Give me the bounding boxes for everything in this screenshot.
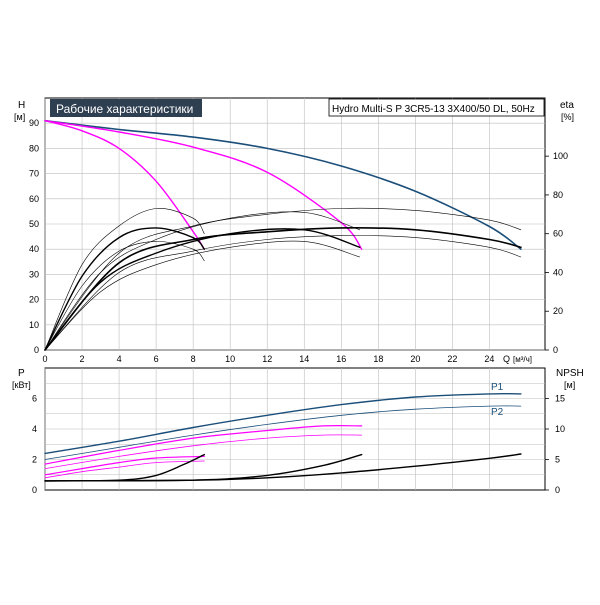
head-eta-series-line-7	[44, 211, 361, 351]
y2-tick-label: 80	[553, 190, 563, 200]
y-tick-label: 50	[29, 219, 39, 229]
power-npsh-series-line-1	[44, 405, 522, 460]
npsh-axis-label: NPSH	[556, 368, 584, 379]
npsh-tick-label: 0	[555, 485, 560, 495]
head-eta-series-line-6	[44, 207, 522, 351]
power-npsh-series-line-0	[44, 392, 522, 455]
power-npsh-series-line-3	[44, 434, 363, 469]
power-npsh-series-line-4	[44, 455, 205, 476]
head-eta-series-line-11	[44, 241, 205, 351]
lower-ticks: 0 2 4 6 0 5 10 15	[32, 394, 565, 496]
p-tick-label: 0	[32, 485, 37, 495]
upper-grid	[44, 98, 545, 351]
y-axis-label: H	[18, 100, 25, 111]
x-axis-unit: [м³/ч]	[513, 355, 532, 364]
y2-tick-label: 100	[553, 151, 568, 161]
p-tick-label: 4	[32, 424, 37, 434]
upper-ticks: 0 2 4 6 8 10 12 14 16 18 20 22 240102030405060708090…	[29, 118, 568, 364]
y-tick-label: 0	[34, 345, 39, 355]
p-axis-label: P	[18, 368, 25, 379]
power-npsh-series-line-5	[44, 460, 205, 479]
model-box	[328, 98, 545, 117]
p-tick-label: 6	[32, 394, 37, 404]
lower-series	[44, 392, 522, 482]
y-tick-label: 10	[29, 320, 39, 330]
model-label: Hydro Multi-S P 3CR5-13 3X400/50 DL, 50H…	[332, 104, 535, 115]
x-tick-label: 20	[410, 354, 420, 364]
y2-tick-label: 20	[553, 306, 563, 316]
head-eta-series-line-0	[44, 119, 522, 250]
power-npsh-series-line-2	[44, 424, 363, 465]
x-tick-label: 0	[42, 354, 47, 364]
p-tick-label: 2	[32, 455, 37, 465]
head-eta-series-line-2	[44, 120, 205, 250]
y2-tick-label: 60	[553, 229, 563, 239]
head-eta-series-line-5	[44, 227, 205, 351]
head-eta-series-line-8	[44, 208, 205, 351]
y-tick-label: 60	[29, 194, 39, 204]
npsh-axis-unit: [м]	[564, 380, 575, 390]
x-axis-label: Q	[503, 354, 510, 364]
x-tick-label: 8	[191, 354, 196, 364]
x-tick-label: 6	[154, 354, 159, 364]
y-tick-label: 90	[29, 118, 39, 128]
head-eta-series-line-9	[44, 235, 522, 351]
x-tick-label: 24	[484, 354, 494, 364]
npsh-tick-label: 10	[555, 424, 565, 434]
x-tick-label: 10	[225, 354, 235, 364]
power-npsh-series-line-8	[44, 453, 205, 482]
upper-series	[44, 119, 522, 351]
npsh-tick-label: 5	[555, 455, 560, 465]
title-box	[50, 99, 202, 117]
y-tick-label: 80	[29, 143, 39, 153]
x-tick-label: 22	[447, 354, 457, 364]
y2-tick-label: 0	[553, 345, 558, 355]
y-tick-label: 20	[29, 295, 39, 305]
x-tick-label: 2	[80, 354, 85, 364]
x-tick-label: 4	[117, 354, 122, 364]
head-eta-series-line-3	[44, 226, 522, 351]
p1-series-label: P1	[491, 382, 504, 393]
x-tick-label: 16	[336, 354, 346, 364]
y-tick-label: 30	[29, 269, 39, 279]
y-tick-label: 70	[29, 169, 39, 179]
p-axis-unit: [кВт]	[12, 380, 31, 390]
head-eta-series-line-10	[44, 240, 361, 351]
npsh-tick-label: 15	[555, 394, 565, 404]
p2-series-label: P2	[491, 407, 504, 418]
x-tick-label: 14	[299, 354, 309, 364]
head-eta-series-line-4	[44, 228, 361, 351]
x-tick-label: 12	[262, 354, 272, 364]
y-tick-label: 40	[29, 244, 39, 254]
y2-tick-label: 40	[553, 267, 563, 277]
x-tick-label: 18	[373, 354, 383, 364]
y-axis-unit: [м]	[14, 112, 25, 122]
y2-axis-label: eta	[560, 100, 574, 111]
chart-title: Рабочие характеристики	[56, 102, 193, 116]
y2-axis-unit: [%]	[561, 112, 574, 122]
